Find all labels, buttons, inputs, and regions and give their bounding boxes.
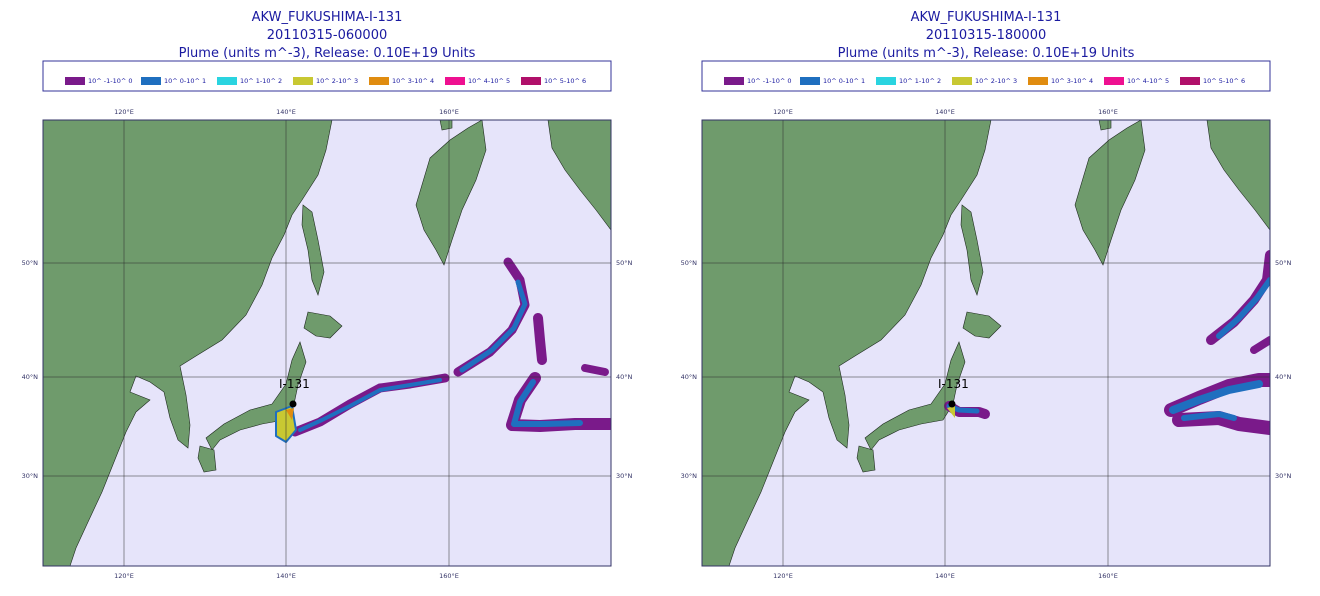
date: 20110315-060000 <box>267 28 388 43</box>
legend-label: 10^ 1-10^ 2 <box>240 77 282 85</box>
lon-label: 160°E <box>439 108 459 116</box>
legend-label: 10^ 4-10^ 5 <box>468 77 510 85</box>
graticule <box>702 120 1270 566</box>
legend-label: 10^ 3-10^ 4 <box>392 77 434 85</box>
legend-label: 10^ 5-10^ 6 <box>544 77 586 85</box>
legend-box <box>42 60 612 92</box>
lat-label: 40°N <box>1275 373 1292 381</box>
lon-label: 120°E <box>114 572 134 580</box>
lat-label: 40°N <box>681 373 698 381</box>
legend-label: 10^ -1-10^ 0 <box>747 77 792 85</box>
legend-swatch <box>369 77 389 85</box>
map-frame <box>701 119 1271 567</box>
legend-swatch <box>445 77 465 85</box>
panel: AKW_FUKUSHIMA-I-131 20110315-060000 Plume … <box>22 10 633 580</box>
lon-label: 160°E <box>439 572 459 580</box>
title: AKW_FUKUSHIMA-I-131 <box>252 10 403 25</box>
legend-swatch <box>952 77 972 85</box>
subtitle: Plume (units m^-3), Release: 0.10E+19 Un… <box>179 46 476 61</box>
legend-box <box>701 60 1271 92</box>
legend-label: 10^ 0-10^ 1 <box>164 77 206 85</box>
legend-swatch <box>65 77 85 85</box>
lat-label: 50°N <box>681 259 698 267</box>
legend-swatch <box>1028 77 1048 85</box>
panel: AKW_FUKUSHIMA-I-131 20110315-180000 Plume … <box>681 10 1292 580</box>
marker-label: I-131 <box>279 377 310 391</box>
legend-label: 10^ 0-10^ 1 <box>823 77 865 85</box>
lon-label: 160°E <box>1098 572 1118 580</box>
lat-label: 30°N <box>1275 472 1292 480</box>
source-marker <box>289 400 297 408</box>
legend-swatch <box>521 77 541 85</box>
marker-label: I-131 <box>938 377 969 391</box>
graticule <box>43 120 611 566</box>
lat-label: 40°N <box>616 373 633 381</box>
lat-label: 50°N <box>616 259 633 267</box>
legend-swatch <box>1104 77 1124 85</box>
lat-label: 30°N <box>681 472 698 480</box>
title: AKW_FUKUSHIMA-I-131 <box>911 10 1062 25</box>
lat-label: 30°N <box>22 472 39 480</box>
lon-label: 140°E <box>276 108 296 116</box>
lat-label: 40°N <box>22 373 39 381</box>
legend-label: 10^ 2-10^ 3 <box>975 77 1017 85</box>
subtitle: Plume (units m^-3), Release: 0.10E+19 Un… <box>838 46 1135 61</box>
date: 20110315-180000 <box>926 28 1047 43</box>
lat-label: 30°N <box>616 472 633 480</box>
legend-swatch <box>217 77 237 85</box>
source-marker <box>948 400 956 408</box>
map-frame <box>42 119 612 567</box>
lon-label: 140°E <box>935 108 955 116</box>
legend-label: 10^ -1-10^ 0 <box>88 77 133 85</box>
legend-swatch <box>800 77 820 85</box>
lon-label: 160°E <box>1098 108 1118 116</box>
lon-label: 120°E <box>114 108 134 116</box>
lat-label: 50°N <box>1275 259 1292 267</box>
legend-swatch <box>724 77 744 85</box>
legend-label: 10^ 1-10^ 2 <box>899 77 941 85</box>
legend-swatch <box>876 77 896 85</box>
lon-label: 140°E <box>935 572 955 580</box>
legend-swatch <box>141 77 161 85</box>
legend-swatch <box>293 77 313 85</box>
legend-label: 10^ 5-10^ 6 <box>1203 77 1245 85</box>
plume <box>944 250 1270 435</box>
legend-label: 10^ 3-10^ 4 <box>1051 77 1093 85</box>
legend-label: 10^ 2-10^ 3 <box>316 77 358 85</box>
lon-label: 120°E <box>773 572 793 580</box>
lon-label: 120°E <box>773 108 793 116</box>
legend-swatch <box>1180 77 1200 85</box>
lat-label: 50°N <box>22 259 39 267</box>
lon-label: 140°E <box>276 572 296 580</box>
legend-label: 10^ 4-10^ 5 <box>1127 77 1169 85</box>
